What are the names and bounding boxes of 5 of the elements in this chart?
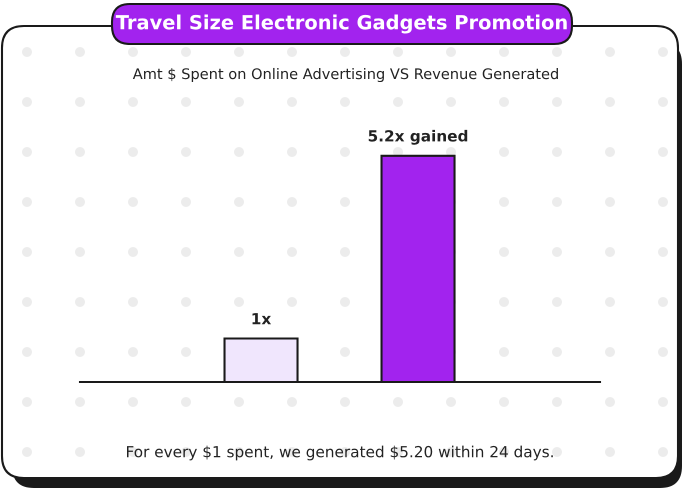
text: For every $1 spent, we generated $5.20 within 24 days. (127, 446, 553, 460)
chart-title: Travel Size Electronic Gadgets Promotion (116, 14, 567, 34)
data-label: 1x (252, 313, 272, 324)
data-label: 5.2x gained (368, 130, 468, 145)
chart-subtitle: Amt $ Spent on Online Advertising VS Revenue Generated (132, 68, 558, 82)
